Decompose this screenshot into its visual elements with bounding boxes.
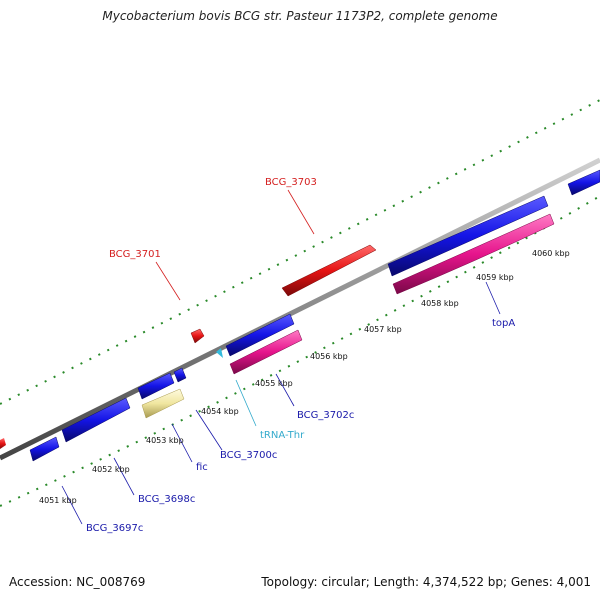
map-title: Mycobacterium bovis BCG str. Pasteur 117…: [102, 9, 498, 23]
tick-track-upper: [0, 99, 600, 405]
scale-labels: 4051 kbp 4052 kbp 4053 kbp 4054 kbp 4055…: [39, 249, 570, 505]
genome-backbone: [0, 157, 600, 461]
gene-right-blue-shape: [567, 169, 600, 196]
label-trna-thr: tRNA-Thr: [260, 430, 305, 441]
tick-label-4058: 4058 kbp: [421, 299, 459, 308]
tick-label-4051: 4051 kbp: [39, 496, 77, 505]
genome-summary: Topology: circular; Length: 4,374,522 bp…: [261, 575, 591, 589]
label-bcg-3697c: BCG_3697c: [86, 523, 143, 534]
label-bcg-3701: BCG_3701: [109, 249, 161, 260]
label-fic: fic: [196, 462, 208, 473]
gene-small-blue-shape: [173, 367, 187, 383]
gene-fic-shape[interactable]: [141, 388, 185, 419]
label-topA: topA: [492, 318, 515, 329]
tick-label-4054: 4054 kbp: [201, 407, 239, 416]
gene-pink-shapes[interactable]: [229, 213, 555, 375]
tick-label-4053: 4053 kbp: [146, 436, 184, 445]
gene-fic-blue-shape: [137, 372, 175, 400]
tick-label-4060: 4060 kbp: [532, 249, 570, 258]
tick-label-4055: 4055 kbp: [255, 379, 293, 388]
tick-label-4057: 4057 kbp: [364, 325, 402, 334]
gene-bcg-3701-shape[interactable]: [190, 328, 205, 344]
tick-label-4059: 4059 kbp: [476, 273, 514, 282]
gene-left-red-shape[interactable]: [0, 438, 6, 449]
gene-bcg-3698c-shape: [61, 397, 131, 443]
gene-blue-shapes[interactable]: [29, 169, 600, 462]
gene-bcg-3697c-shape: [29, 436, 60, 462]
trna-thr-shape[interactable]: [216, 348, 223, 358]
label-bcg-3700c: BCG_3700c: [220, 450, 277, 461]
tick-label-4056: 4056 kbp: [310, 352, 348, 361]
gene-topA-blue-shape: [387, 195, 549, 277]
label-bcg-3702c: BCG_3702c: [297, 410, 354, 421]
gene-bcg-3703-shape[interactable]: [281, 244, 377, 297]
tick-label-4052: 4052 kbp: [92, 465, 130, 474]
label-bcg-3703: BCG_3703: [265, 177, 317, 188]
accession-label: Accession: NC_008769: [9, 575, 146, 589]
gene-bcg-3702c-shape: [229, 329, 303, 375]
feature-labels[interactable]: BCG_3697c BCG_3698c fic BCG_3700c tRNA-T…: [86, 177, 515, 534]
label-bcg-3698c: BCG_3698c: [138, 494, 195, 505]
leader-lines: [61, 189, 501, 525]
gene-topA-shape: [392, 213, 555, 295]
gene-bcg-3702c-blue-shape: [225, 313, 295, 357]
